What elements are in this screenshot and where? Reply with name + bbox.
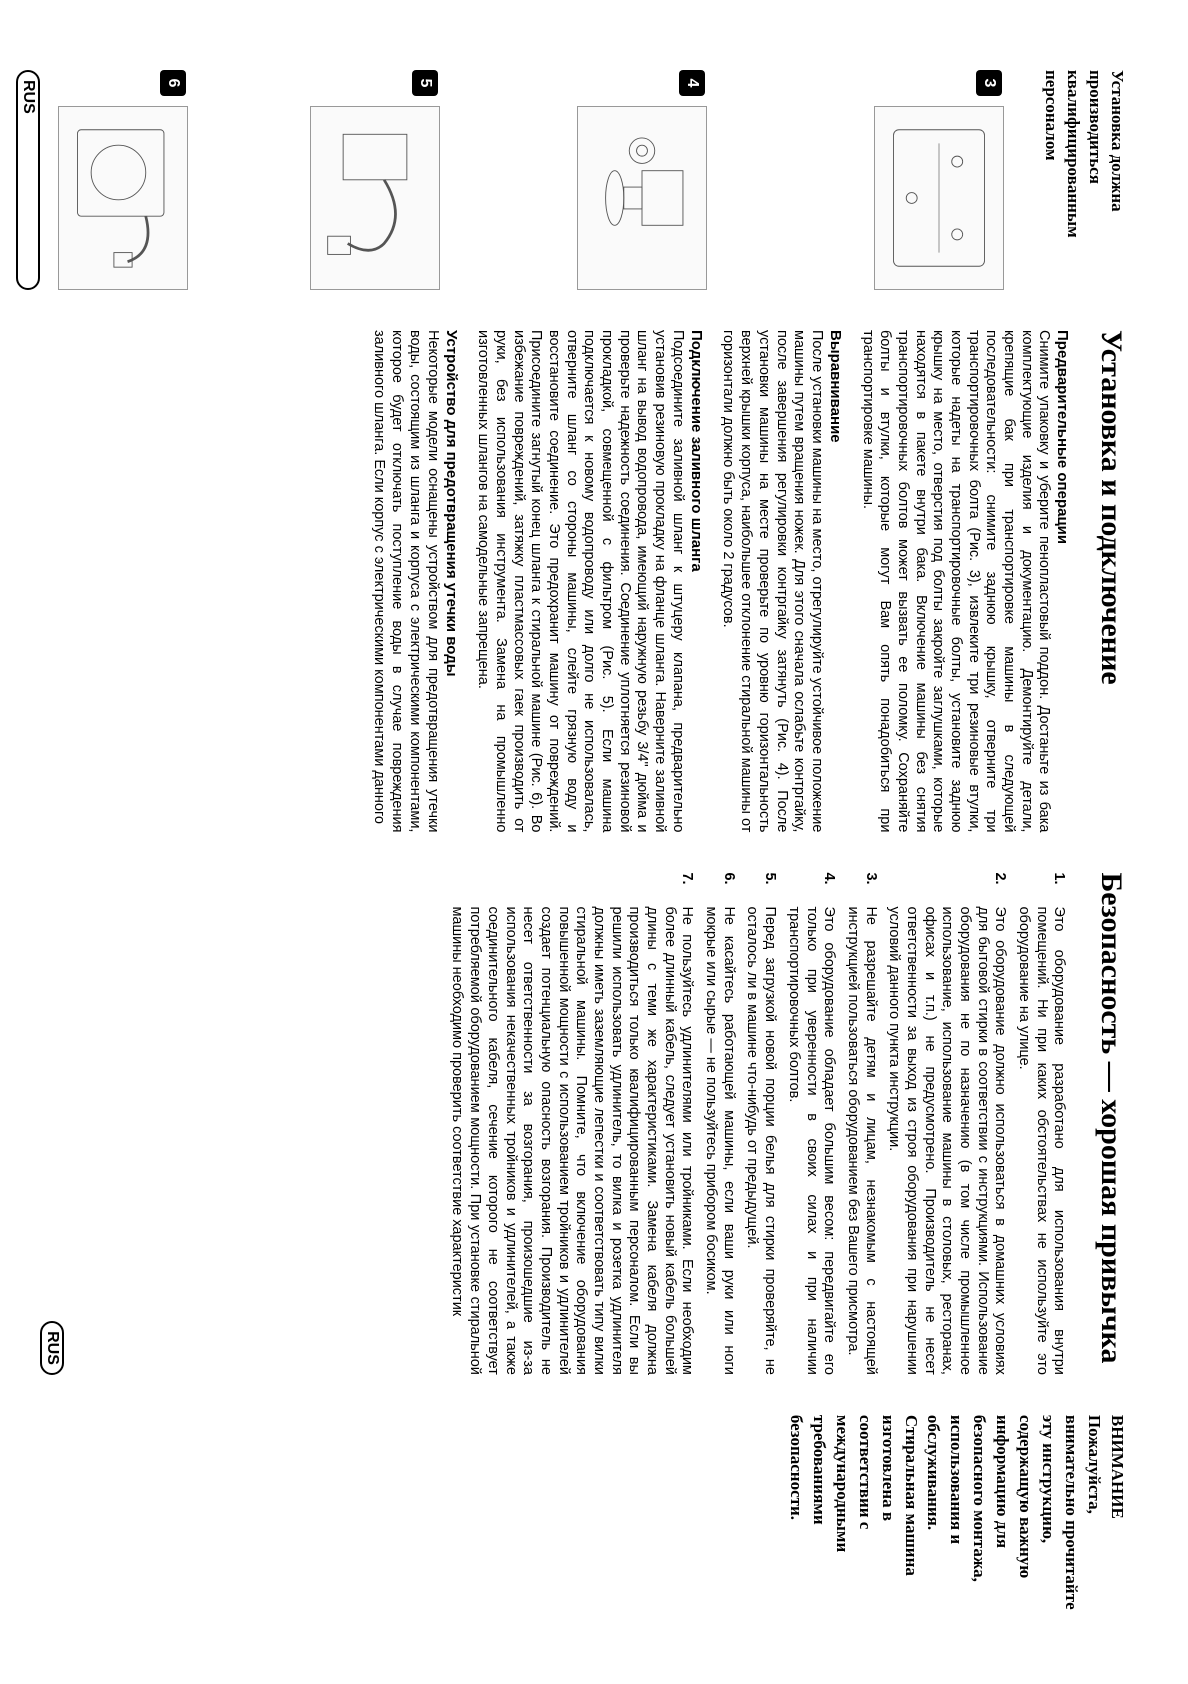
pre-heading: Предварительные операции	[1055, 330, 1072, 832]
step-4: 4	[577, 70, 707, 290]
hose-body: Подсоедините заливной шланг к штуцеру кл…	[474, 330, 686, 832]
step-badge-3: 3	[976, 70, 1002, 96]
safety-title: Безопасность — хорошая привычка	[1094, 872, 1129, 1374]
install-title: Установка и подключение	[1094, 330, 1129, 832]
figure-3	[874, 106, 1004, 290]
safety-item: Перед загрузкой новой порции белья для с…	[743, 872, 778, 1374]
safety-item: Не разрешайте детям и лицам, незнакомым …	[843, 872, 878, 1374]
rus-badge-left: RUS	[16, 70, 40, 290]
safety-list: Это оборудование разработано для использ…	[442, 872, 1068, 1374]
step-3: 3	[874, 70, 1004, 290]
figure-6	[58, 106, 188, 290]
hose-heading: Подключение заливного шланга	[688, 330, 705, 832]
install-column: Установка и подключение Предварительные …	[40, 330, 1128, 832]
leak-heading: Устройство для предотвращения утечки вод…	[443, 330, 460, 832]
level-heading: Выравнивание	[827, 330, 844, 832]
page-spread: Установка должна производиться квалифици…	[0, 0, 1188, 1684]
figure-4	[577, 106, 707, 290]
safety-item: Это оборудование должно использоваться в…	[885, 872, 1009, 1374]
install-note: Установка должна производиться квалифици…	[1040, 70, 1128, 290]
step-6: 6	[58, 70, 188, 290]
safety-item: Не пользуйтесь удлинителями или тройника…	[448, 872, 696, 1374]
rus-badge-right: RUS	[40, 1321, 64, 1375]
safety-item: Это оборудование разработано для использ…	[1014, 872, 1067, 1374]
step-badge-6: 6	[160, 70, 186, 96]
safety-column: Безопасность — хорошая привычка Это обор…	[40, 872, 1128, 1374]
step-badge-5: 5	[412, 70, 438, 96]
safety-item: Не касайтесь работающей машины, если ваш…	[701, 872, 736, 1374]
step-badge-4: 4	[679, 70, 705, 96]
left-column: Установка должна производиться квалифици…	[40, 70, 1128, 290]
warning-note: ВНИМАНИЕ Пожалуйста, внимательно прочита…	[784, 1415, 1128, 1614]
leak-body: Некоторые модели оснащены устройством дл…	[370, 330, 441, 832]
figure-5	[310, 106, 440, 290]
safety-item: Это оборудование обладает большим весом:…	[784, 872, 837, 1374]
step-5: 5	[310, 70, 440, 290]
pre-body: Снимите упаковку и уберите пенопластовый…	[858, 330, 1053, 832]
right-sidebar: ВНИМАНИЕ Пожалуйста, внимательно прочита…	[40, 1415, 1128, 1614]
level-body: После установки машины на место, отрегул…	[719, 330, 825, 832]
